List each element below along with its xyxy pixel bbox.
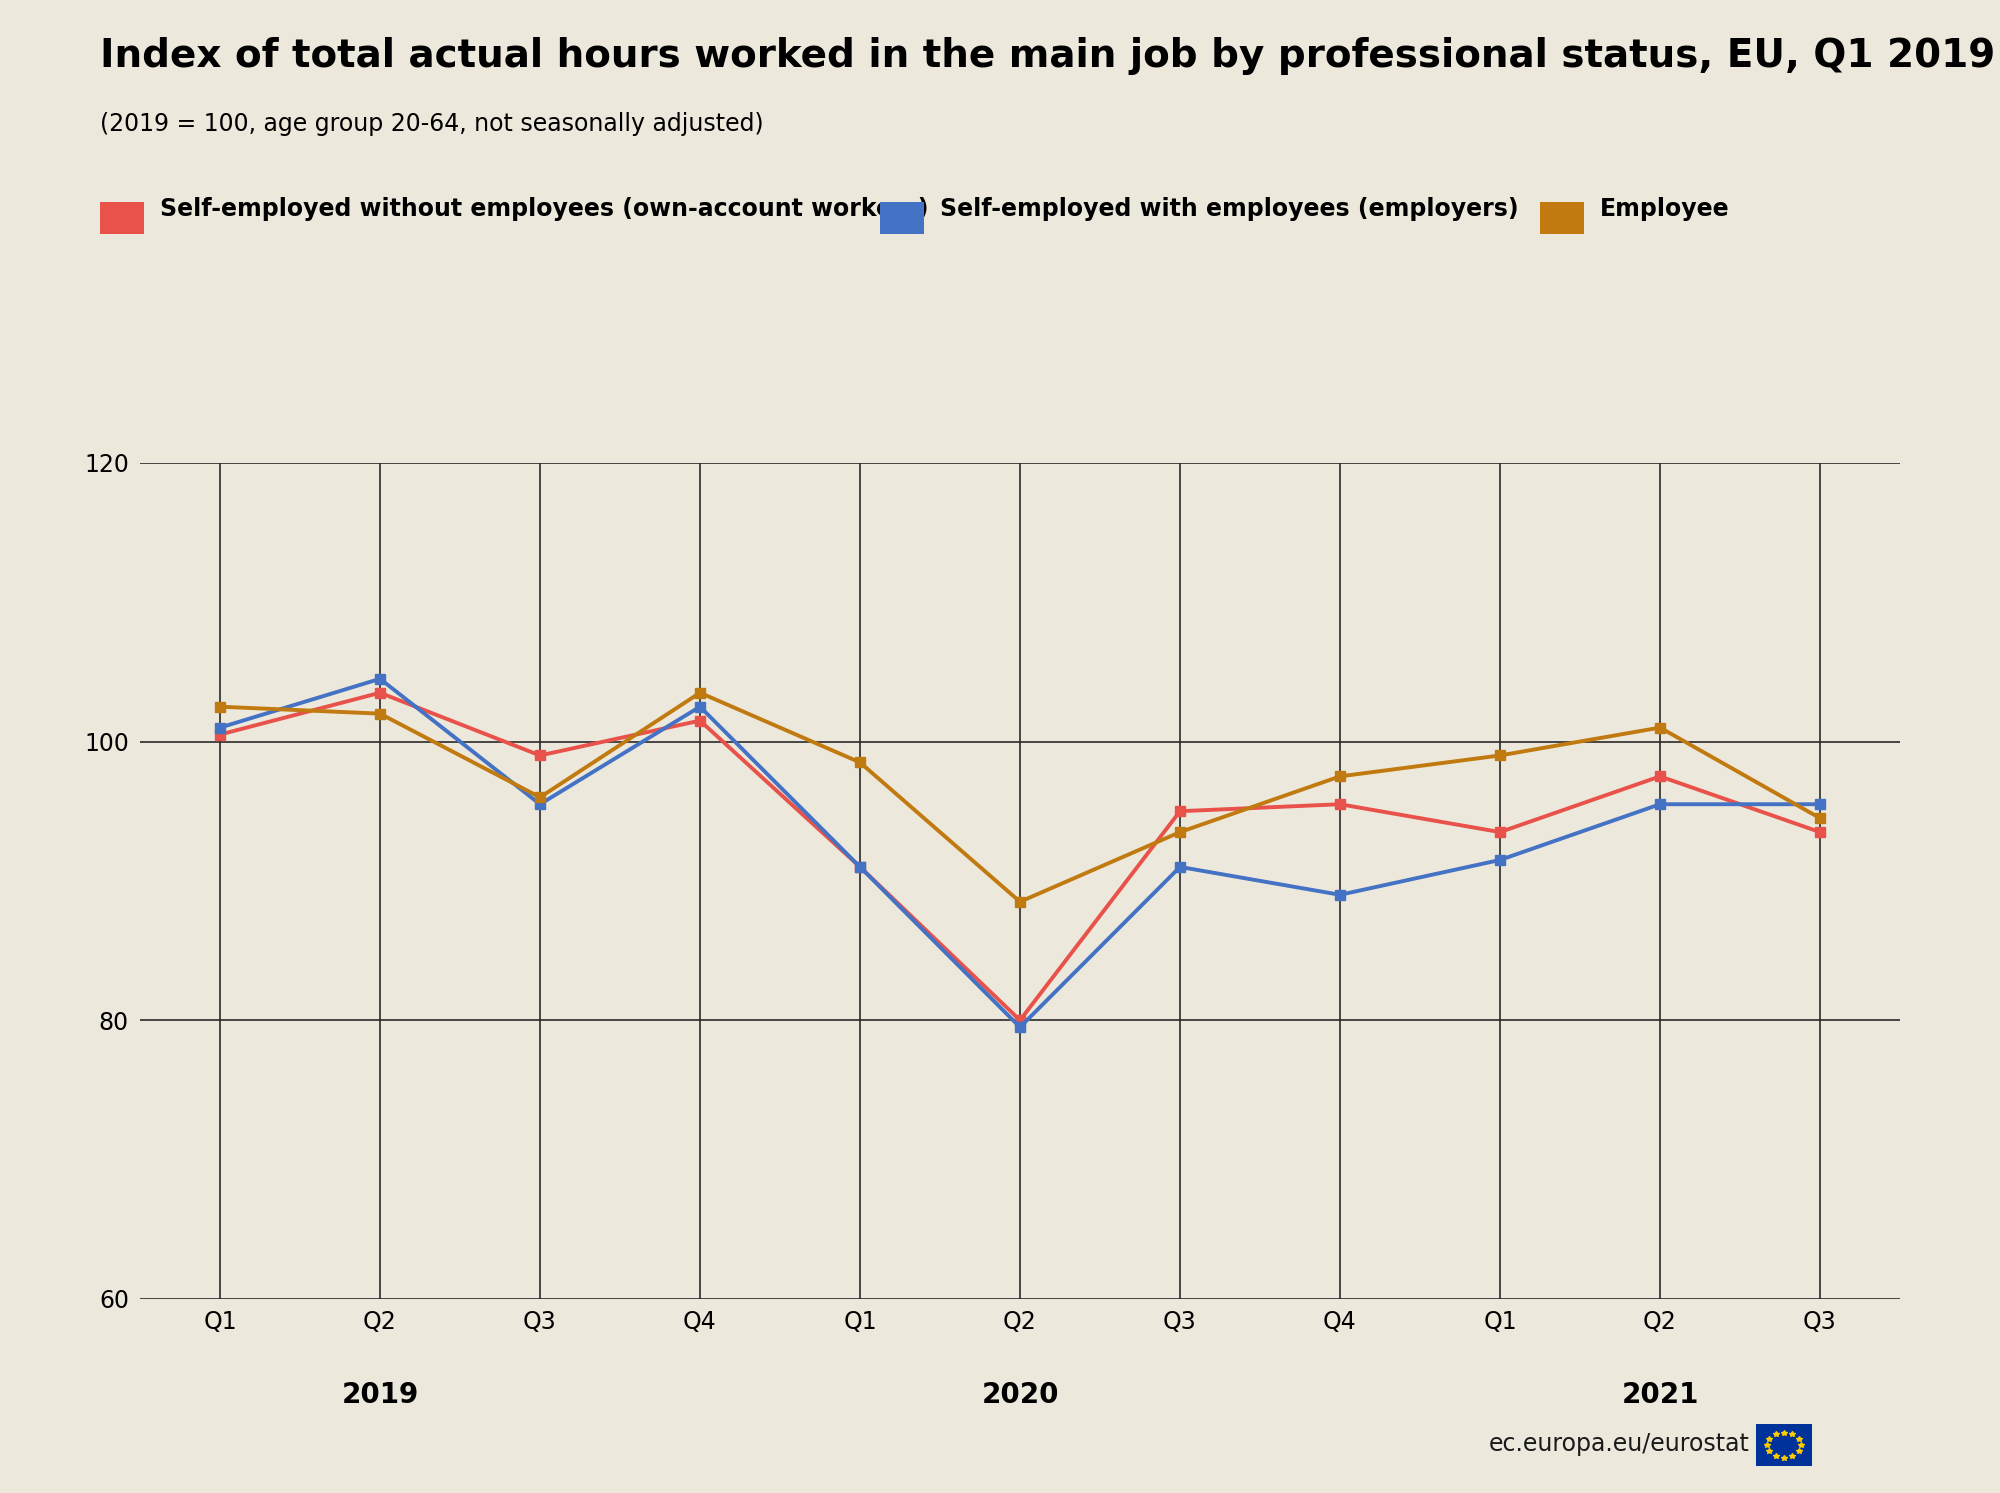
Self-employed with employees (employers) — [1328, 885, 1352, 903]
Self-employed without employees (own-account workers) — [368, 684, 392, 702]
Employee — [688, 684, 712, 702]
Text: ec.europa.eu/eurostat: ec.europa.eu/eurostat — [1490, 1432, 1750, 1456]
Self-employed without employees (own-account workers) — [1328, 796, 1352, 814]
Line: Self-employed without employees (own-account workers): Self-employed without employees (own-acc… — [216, 688, 1824, 1026]
Self-employed with employees (employers) — [1648, 796, 1672, 814]
Self-employed with employees (employers) — [848, 858, 872, 876]
Self-employed with employees (employers) — [208, 718, 232, 736]
Line: Employee: Employee — [216, 688, 1824, 906]
Text: Self-employed without employees (own-account workers): Self-employed without employees (own-acc… — [160, 197, 928, 221]
Self-employed with employees (employers) — [688, 697, 712, 715]
Self-employed with employees (employers) — [528, 796, 552, 814]
Employee — [208, 697, 232, 715]
Self-employed without employees (own-account workers) — [1808, 823, 1832, 841]
Self-employed with employees (employers) — [1008, 1018, 1032, 1036]
Employee — [1328, 767, 1352, 785]
Text: 2019: 2019 — [342, 1381, 418, 1409]
Text: Index of total actual hours worked in the main job by professional status, EU, Q: Index of total actual hours worked in th… — [100, 37, 2000, 75]
Employee — [1808, 809, 1832, 827]
Self-employed without employees (own-account workers) — [688, 712, 712, 730]
Text: 2021: 2021 — [1622, 1381, 1698, 1409]
Self-employed without employees (own-account workers) — [848, 858, 872, 876]
Employee — [1168, 823, 1192, 841]
Text: 2020: 2020 — [982, 1381, 1058, 1409]
Self-employed with employees (employers) — [1168, 858, 1192, 876]
Self-employed with employees (employers) — [1808, 796, 1832, 814]
Self-employed without employees (own-account workers) — [1648, 767, 1672, 785]
Text: Self-employed with employees (employers): Self-employed with employees (employers) — [940, 197, 1518, 221]
Self-employed without employees (own-account workers) — [1488, 823, 1512, 841]
Employee — [1008, 893, 1032, 911]
Self-employed with employees (employers) — [368, 670, 392, 688]
Text: Employee: Employee — [1600, 197, 1730, 221]
Self-employed without employees (own-account workers) — [1168, 802, 1192, 820]
Employee — [1648, 718, 1672, 736]
Line: Self-employed with employees (employers): Self-employed with employees (employers) — [216, 673, 1824, 1032]
Employee — [368, 705, 392, 723]
Text: (2019 = 100, age group 20-64, not seasonally adjusted): (2019 = 100, age group 20-64, not season… — [100, 112, 764, 136]
Employee — [848, 754, 872, 772]
Self-employed without employees (own-account workers) — [528, 746, 552, 764]
Employee — [1488, 746, 1512, 764]
Self-employed with employees (employers) — [1488, 851, 1512, 869]
Employee — [528, 788, 552, 806]
Self-employed without employees (own-account workers) — [1008, 1011, 1032, 1029]
Self-employed without employees (own-account workers) — [208, 726, 232, 744]
